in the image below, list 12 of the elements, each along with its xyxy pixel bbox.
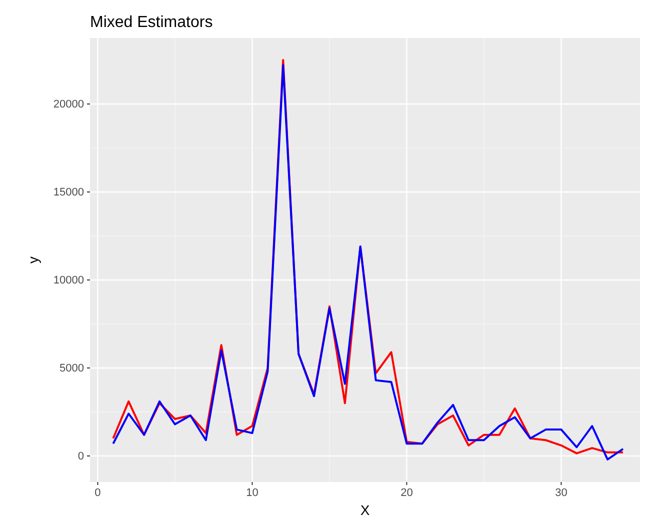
x-tick-label: 10 <box>246 486 258 499</box>
y-axis-title: y <box>25 256 41 264</box>
x-tick-label: 30 <box>555 486 568 499</box>
y-tick-label: 20000 <box>53 98 84 111</box>
x-axis-title: X <box>360 502 370 518</box>
y-tick-label: 10000 <box>53 274 84 286</box>
y-tick-label: 15000 <box>53 186 84 199</box>
x-tick-label: 20 <box>400 486 413 499</box>
chart-title: Mixed Estimators <box>90 14 213 31</box>
y-tick-label: 0 <box>78 450 84 462</box>
y-tick-label: 5000 <box>60 362 84 374</box>
x-tick-label: 0 <box>94 486 101 499</box>
